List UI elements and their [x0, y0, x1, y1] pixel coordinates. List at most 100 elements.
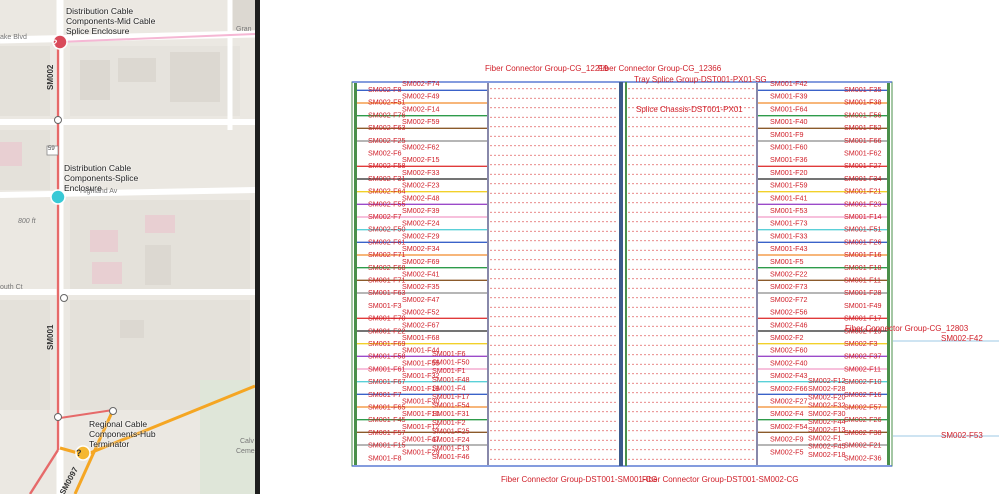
fiber-label: SM002-F30: [808, 409, 846, 418]
fiber-label: SM001-F31: [432, 409, 470, 418]
fiber-label: SM002-F57: [844, 403, 882, 412]
fiber-label: SM001-F24: [432, 435, 470, 444]
fiber-label: SM001-F27: [844, 161, 882, 170]
map-panel[interactable]: Distribution Cable Components-Mid Cable …: [0, 0, 255, 494]
fiber-label: SM001-F47: [402, 435, 440, 444]
fiber-label: SM002-F1: [808, 433, 842, 442]
fiber-label: SM001-F6: [432, 349, 466, 358]
fiber-label: SM001-F38: [844, 98, 882, 107]
callout-mid-splice: Distribution Cable Components-Mid Cable …: [66, 6, 156, 36]
fiber-label: SM001-F67: [368, 377, 406, 386]
fiber-label: SM001-F17: [432, 392, 470, 401]
right-fiber-stripes: [758, 89, 887, 459]
fiber-label: SM002-F22: [770, 270, 808, 279]
fiber-label: SM001-F15: [368, 441, 406, 450]
fiber-label: SM002-F45: [808, 442, 846, 451]
fiber-label: SM001-F4: [432, 383, 466, 392]
fiber-label: SM001-F21: [844, 187, 882, 196]
fiber-label: SM001-F22: [368, 326, 406, 335]
fiber-label: SM002-F44: [808, 417, 846, 426]
fiber-label: SM002-F16: [844, 390, 882, 399]
mid-splice-marker: [52, 34, 68, 50]
fiber-label: SM002-F19: [844, 326, 882, 335]
fiber-label: SM002-F69: [402, 257, 440, 266]
bottom-label-sm002-cg: Fiber Connector Group-DST001-SM002-CG: [642, 475, 799, 484]
area-label-calv: Calv: [240, 438, 255, 445]
route-badge: 59: [48, 146, 55, 152]
fiber-label: SM002-F71: [368, 250, 406, 259]
fiber-label: SM002-F2: [770, 333, 804, 342]
fiber-label: SM001-F62: [844, 149, 882, 158]
top-label-tray-splice-group: Tray Splice Group-DST001-PX01-SG: [634, 75, 767, 84]
question-icon[interactable]: ?: [76, 448, 82, 458]
fiber-label: SM001-F41: [770, 193, 808, 202]
left-fiber-stripes: [357, 89, 487, 459]
fiber-label: SM001-F73: [770, 219, 808, 228]
fiber-label: SM002-F38: [844, 428, 882, 437]
elevation-label: 800 ft: [18, 218, 36, 225]
fiber-label: SM002-F54: [770, 422, 808, 431]
fiber-label: SM001-F65: [368, 403, 406, 412]
fiber-label: SM001-F9: [770, 130, 804, 139]
fiber-label: SM002-F56: [770, 308, 808, 317]
fiber-label: SM001-F44: [402, 346, 440, 355]
fiber-label: SM001-F59: [770, 181, 808, 190]
fiber-label: SM001-F61: [368, 364, 406, 373]
road-label-gran: Gran: [236, 26, 252, 33]
hub-terminator-marker: [75, 445, 91, 461]
fiber-label: SM001-F45: [368, 415, 406, 424]
fiber-label: SM002-F64: [368, 187, 406, 196]
fiber-label: SM002-F26: [844, 415, 882, 424]
fiber-label: SM002-F46: [770, 320, 808, 329]
fiber-label: SM001-F48: [432, 375, 470, 384]
fiber-label: SM002-F43: [770, 371, 808, 380]
fiber-label: SM001-F66: [844, 136, 882, 145]
splice-diagram-panel[interactable]: SM002-F8 SM002-F74 SM002-F51 SM002-F49 SM002…: [260, 0, 999, 494]
panel-divider[interactable]: [255, 0, 260, 494]
fiber-label: SM002-F24: [402, 219, 440, 228]
fiber-label: SM001-F58: [368, 352, 406, 361]
area-label-ceme: Ceme: [236, 448, 255, 455]
fiber-label: SM002-F58: [368, 161, 406, 170]
fiber-label: SM001-F53: [770, 206, 808, 215]
map-canvas[interactable]: [0, 0, 255, 494]
fiber-label: SM002-F73: [770, 282, 808, 291]
fiber-label: SM002-F15: [402, 155, 440, 164]
fiber-label: SM001-F64: [770, 104, 808, 113]
fiber-label: SM001-F39: [770, 92, 808, 101]
fiber-label: SM002-F59: [402, 117, 440, 126]
fiber-label: SM002-F21: [844, 441, 882, 450]
top-label-cg12366: Fiber Connector Group-CG_12366: [598, 64, 722, 73]
splice-enclosure-marker: [50, 189, 66, 205]
right-label-sm002-f42: SM002-F42: [941, 334, 983, 343]
fiber-label: SM001-F46: [432, 452, 470, 461]
fiber-label: SM002-F7: [368, 212, 402, 221]
fiber-label: SM001-F16: [844, 250, 882, 259]
fiber-label: SM001-F68: [402, 333, 440, 342]
fiber-label: SM002-F62: [402, 143, 440, 152]
fiber-label: SM001-F60: [770, 143, 808, 152]
fiber-label: SM002-F11: [844, 364, 881, 373]
fiber-label: SM002-F8: [368, 85, 402, 94]
fiber-label: SM001-F13: [432, 444, 470, 453]
fiber-label: SM001-F20: [770, 168, 808, 177]
fiber-label: SM001-F70: [368, 314, 406, 323]
fiber-label: SM002-F37: [844, 352, 882, 361]
fiber-label: SM001-F2: [432, 418, 466, 427]
fiber-label: SM002-F12: [808, 376, 846, 385]
fiber-label: SM001-F63: [368, 288, 406, 297]
fiber-label: SM002-F33: [402, 168, 440, 177]
fiber-label: SM002-F52: [402, 308, 440, 317]
fiber-label: SM002-F9: [770, 435, 804, 444]
fiber-label: SM002-F6: [368, 149, 402, 158]
callout-hub-terminator: Regional Cable Components-Hub Terminator: [89, 419, 156, 449]
right-fiber-labels: SM001-F42 SM001-F35 SM001-F39 SM001-F38 SM00…: [770, 79, 882, 462]
fiber-label: SM002-F40: [770, 358, 808, 367]
fiber-label: SM002-F31: [368, 174, 406, 183]
fiber-label: SM002-F4: [770, 409, 804, 418]
fiber-label: SM001-F50: [432, 358, 470, 367]
fiber-label: SM001-F55: [402, 358, 440, 367]
question-icon[interactable]: ?: [52, 38, 58, 48]
fiber-label: SM002-F49: [402, 92, 440, 101]
